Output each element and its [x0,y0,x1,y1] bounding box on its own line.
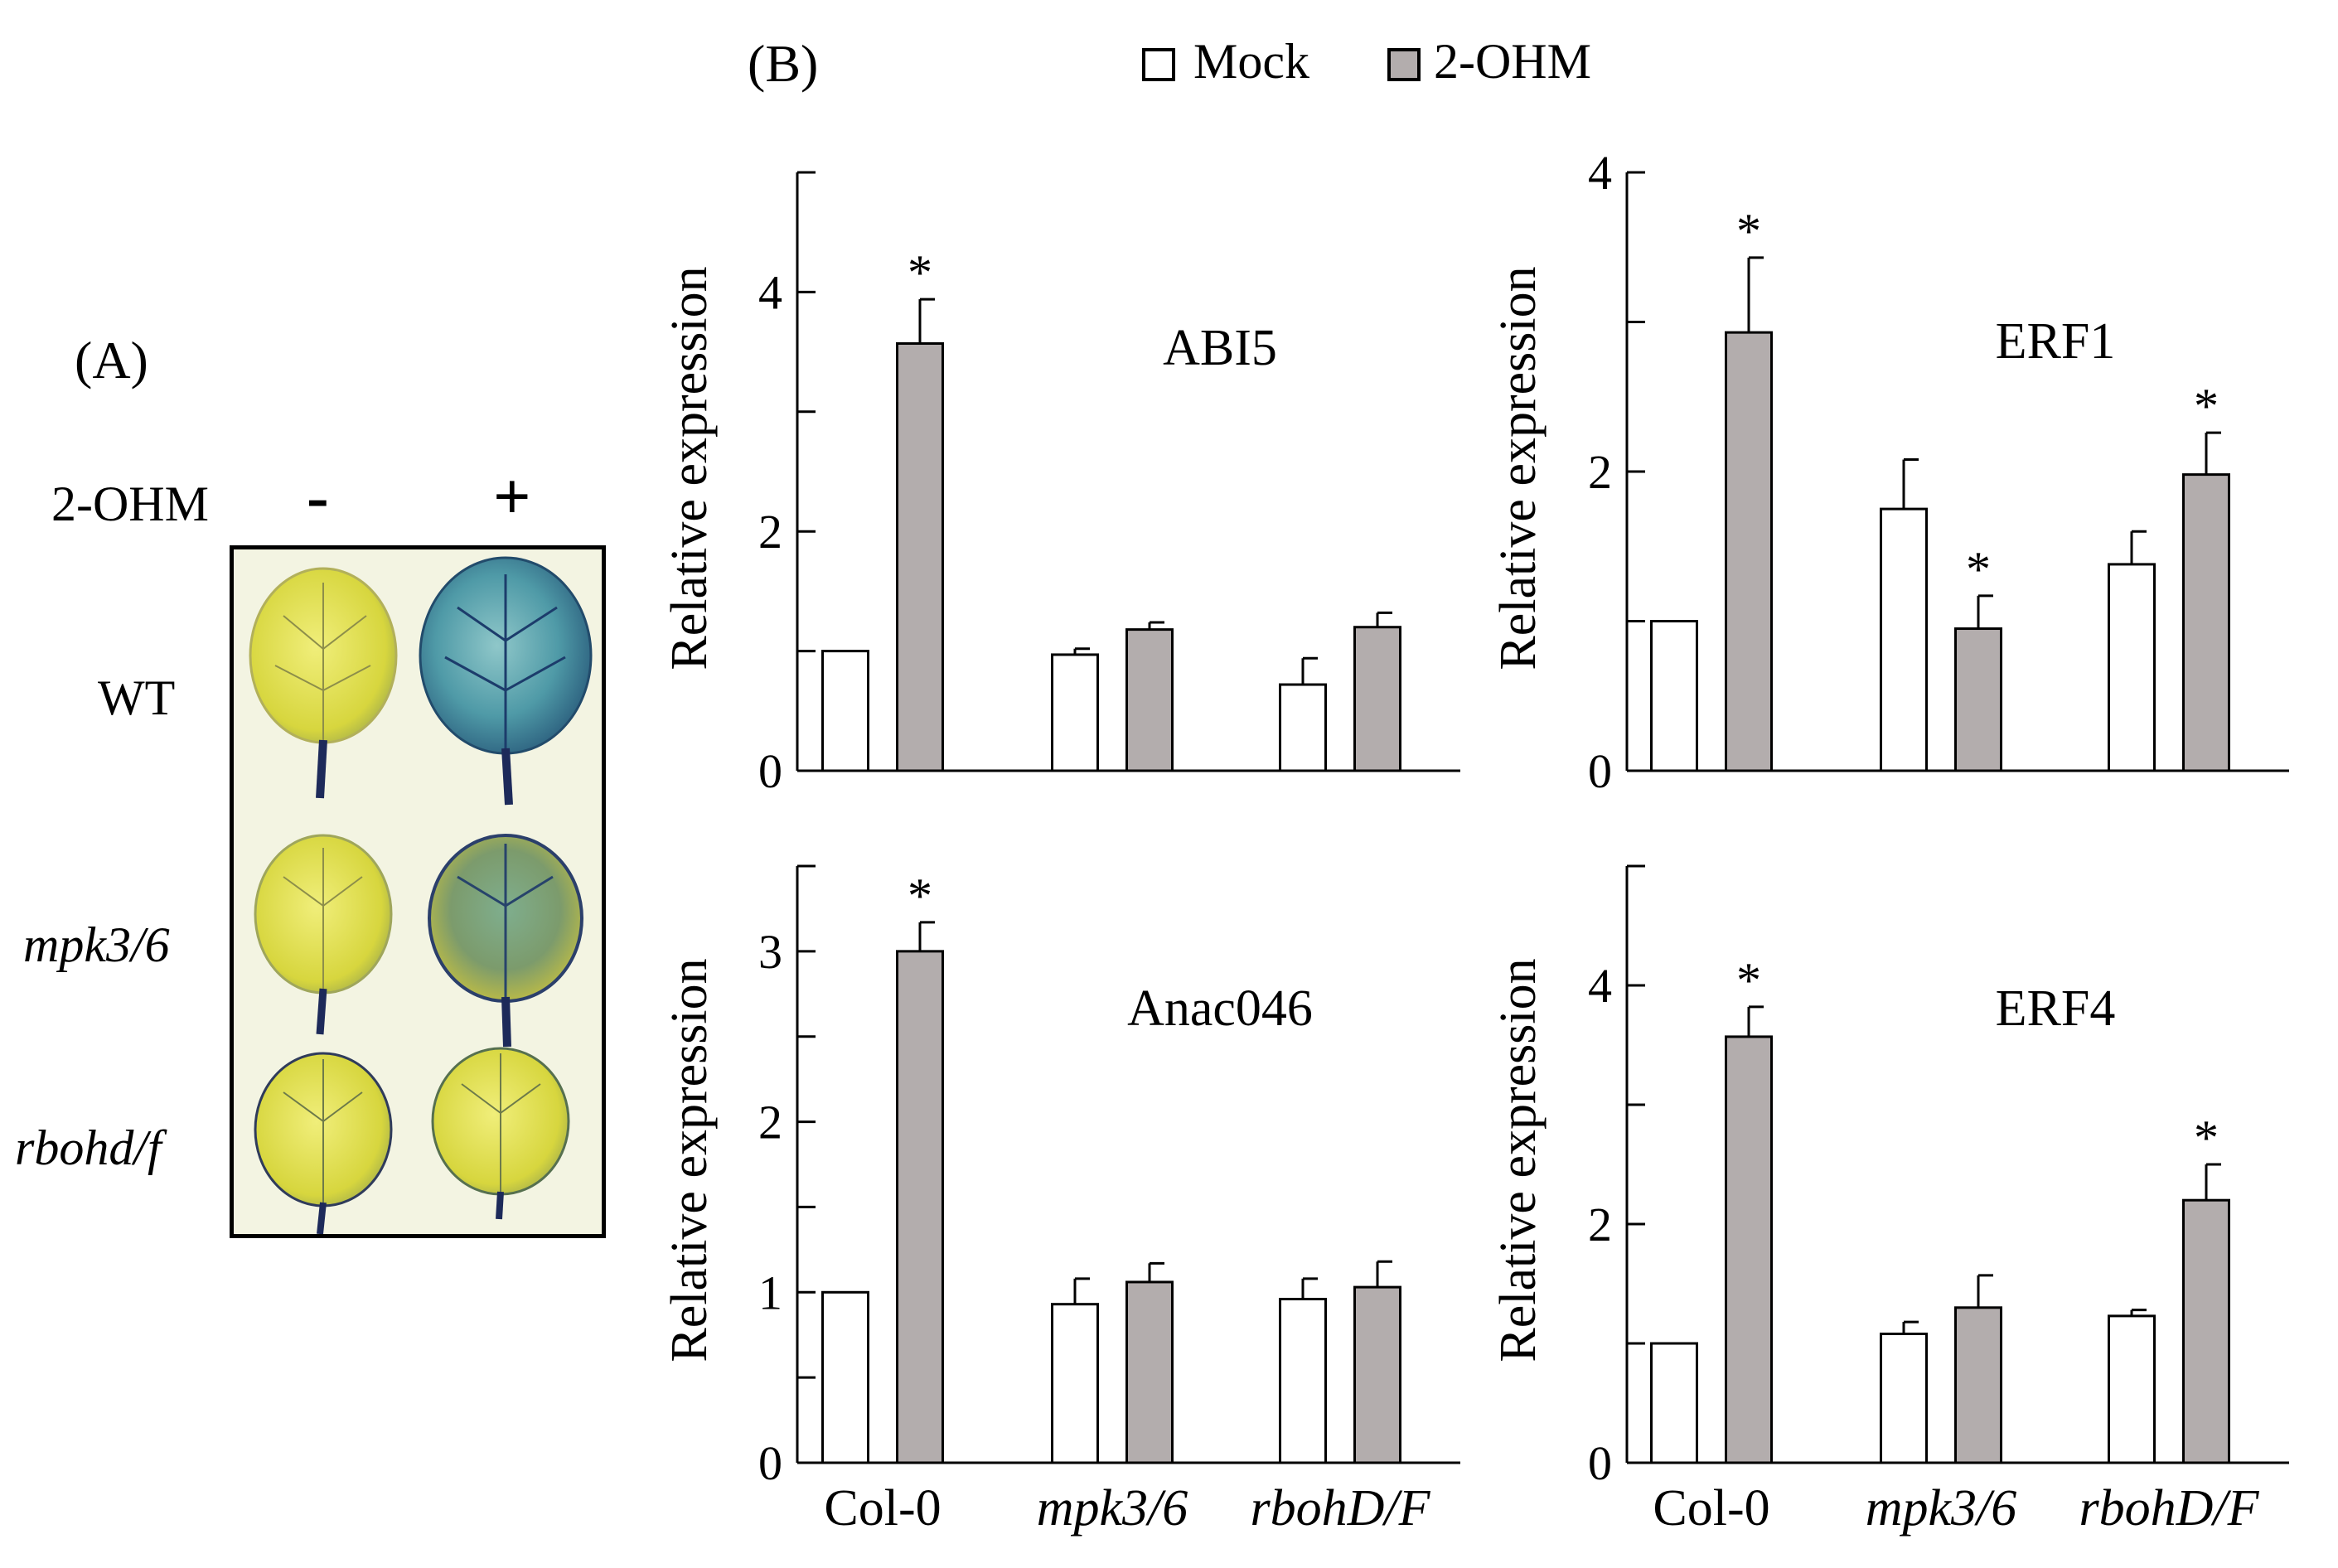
significance-star: * [908,869,932,923]
bar-2ohm [1353,1285,1401,1464]
bar-2ohm [1725,331,1773,772]
x-category-label: mpk3/6 [1037,1480,1188,1537]
bar-2ohm [1725,1035,1773,1464]
y-tick-label: 4 [758,265,782,319]
y-tick-label: 2 [1588,1198,1612,1251]
bar-mock [1051,653,1099,772]
legend-treated-label: 2-OHM [1434,34,1591,89]
bar-2ohm [1353,626,1401,772]
x-category-label: Col-0 [824,1480,941,1537]
panel-b-label: (B) [748,34,819,93]
leaf-mpk-mock [254,834,393,1035]
x-category-label: mpk3/6 [1866,1480,2017,1537]
significance-star: * [2194,379,2219,433]
bar-2ohm [2182,1198,2230,1464]
bar-mock [1880,1332,1928,1464]
significance-star: * [908,245,932,300]
y-axis-label: Relative expression [1490,266,1547,670]
y-tick-label: 2 [758,505,782,559]
treatment-label: 2-OHM [51,477,209,531]
bar-mock [1279,683,1327,772]
bar-mock [821,650,869,772]
panel-a-label: (A) [75,331,148,390]
y-tick-label: 4 [1588,146,1612,200]
x-category-label: rbohD/F [1251,1480,1431,1537]
row-label-mpk: mpk3/6 [23,917,170,972]
chart-title: ERF1 [1996,313,2116,370]
leaf-wt-mock [249,567,398,799]
bar-mock [1880,507,1928,772]
bar-mock [2108,563,2156,772]
minus-label: - [307,461,329,534]
chart-title: ABI5 [1163,320,1277,376]
y-tick-label: 0 [1588,744,1612,798]
bar-2ohm [896,950,944,1464]
x-category-label: rbohD/F [2079,1480,2260,1537]
bar-mock [1650,620,1698,772]
leaf-rboh-treated [431,1047,570,1220]
leaf-wt-treated [419,556,593,806]
bar-2ohm [1125,628,1174,772]
y-tick-label: 2 [1588,445,1612,499]
bar-2ohm [1954,627,2002,772]
y-tick-label: 0 [758,1436,782,1490]
bar-mock [1279,1298,1327,1464]
legend-mock-label: Mock [1193,34,1309,89]
x-category-label: Col-0 [1653,1480,1769,1537]
plus-label: + [493,461,531,534]
y-tick-label: 3 [758,925,782,979]
bar-mock [821,1290,869,1464]
y-axis-label: Relative expression [661,266,718,670]
bar-2ohm [1954,1306,2002,1464]
bar-2ohm [2182,473,2230,772]
y-tick-label: 1 [758,1266,782,1319]
row-label-rboh: rbohd/f [15,1120,162,1175]
chart-title: ERF4 [1996,980,2116,1037]
leaf-image [249,556,593,1234]
y-tick-label: 0 [758,744,782,798]
significance-star: * [2194,1111,2219,1165]
y-tick-label: 0 [1588,1436,1612,1490]
significance-star: * [1966,542,1991,597]
row-label-wt: WT [98,670,176,725]
significance-star: * [1736,953,1761,1008]
bar-2ohm [896,341,944,772]
bar-mock [1051,1303,1099,1464]
chart-title: Anac046 [1127,980,1313,1037]
legend-treated-swatch [1387,48,1421,81]
significance-star: * [1736,204,1761,259]
bar-mock [2108,1314,2156,1464]
leaf-mpk-treated [428,834,583,1048]
bar-2ohm [1125,1280,1174,1464]
y-axis-label: Relative expression [661,958,718,1362]
leaf-rboh-mock [254,1052,393,1234]
bar-mock [1650,1342,1698,1464]
y-axis-label: Relative expression [1490,958,1547,1362]
leaf-image-box [230,545,606,1238]
legend-mock-swatch [1142,48,1175,81]
y-tick-label: 4 [1588,959,1612,1013]
y-tick-label: 2 [758,1096,782,1149]
